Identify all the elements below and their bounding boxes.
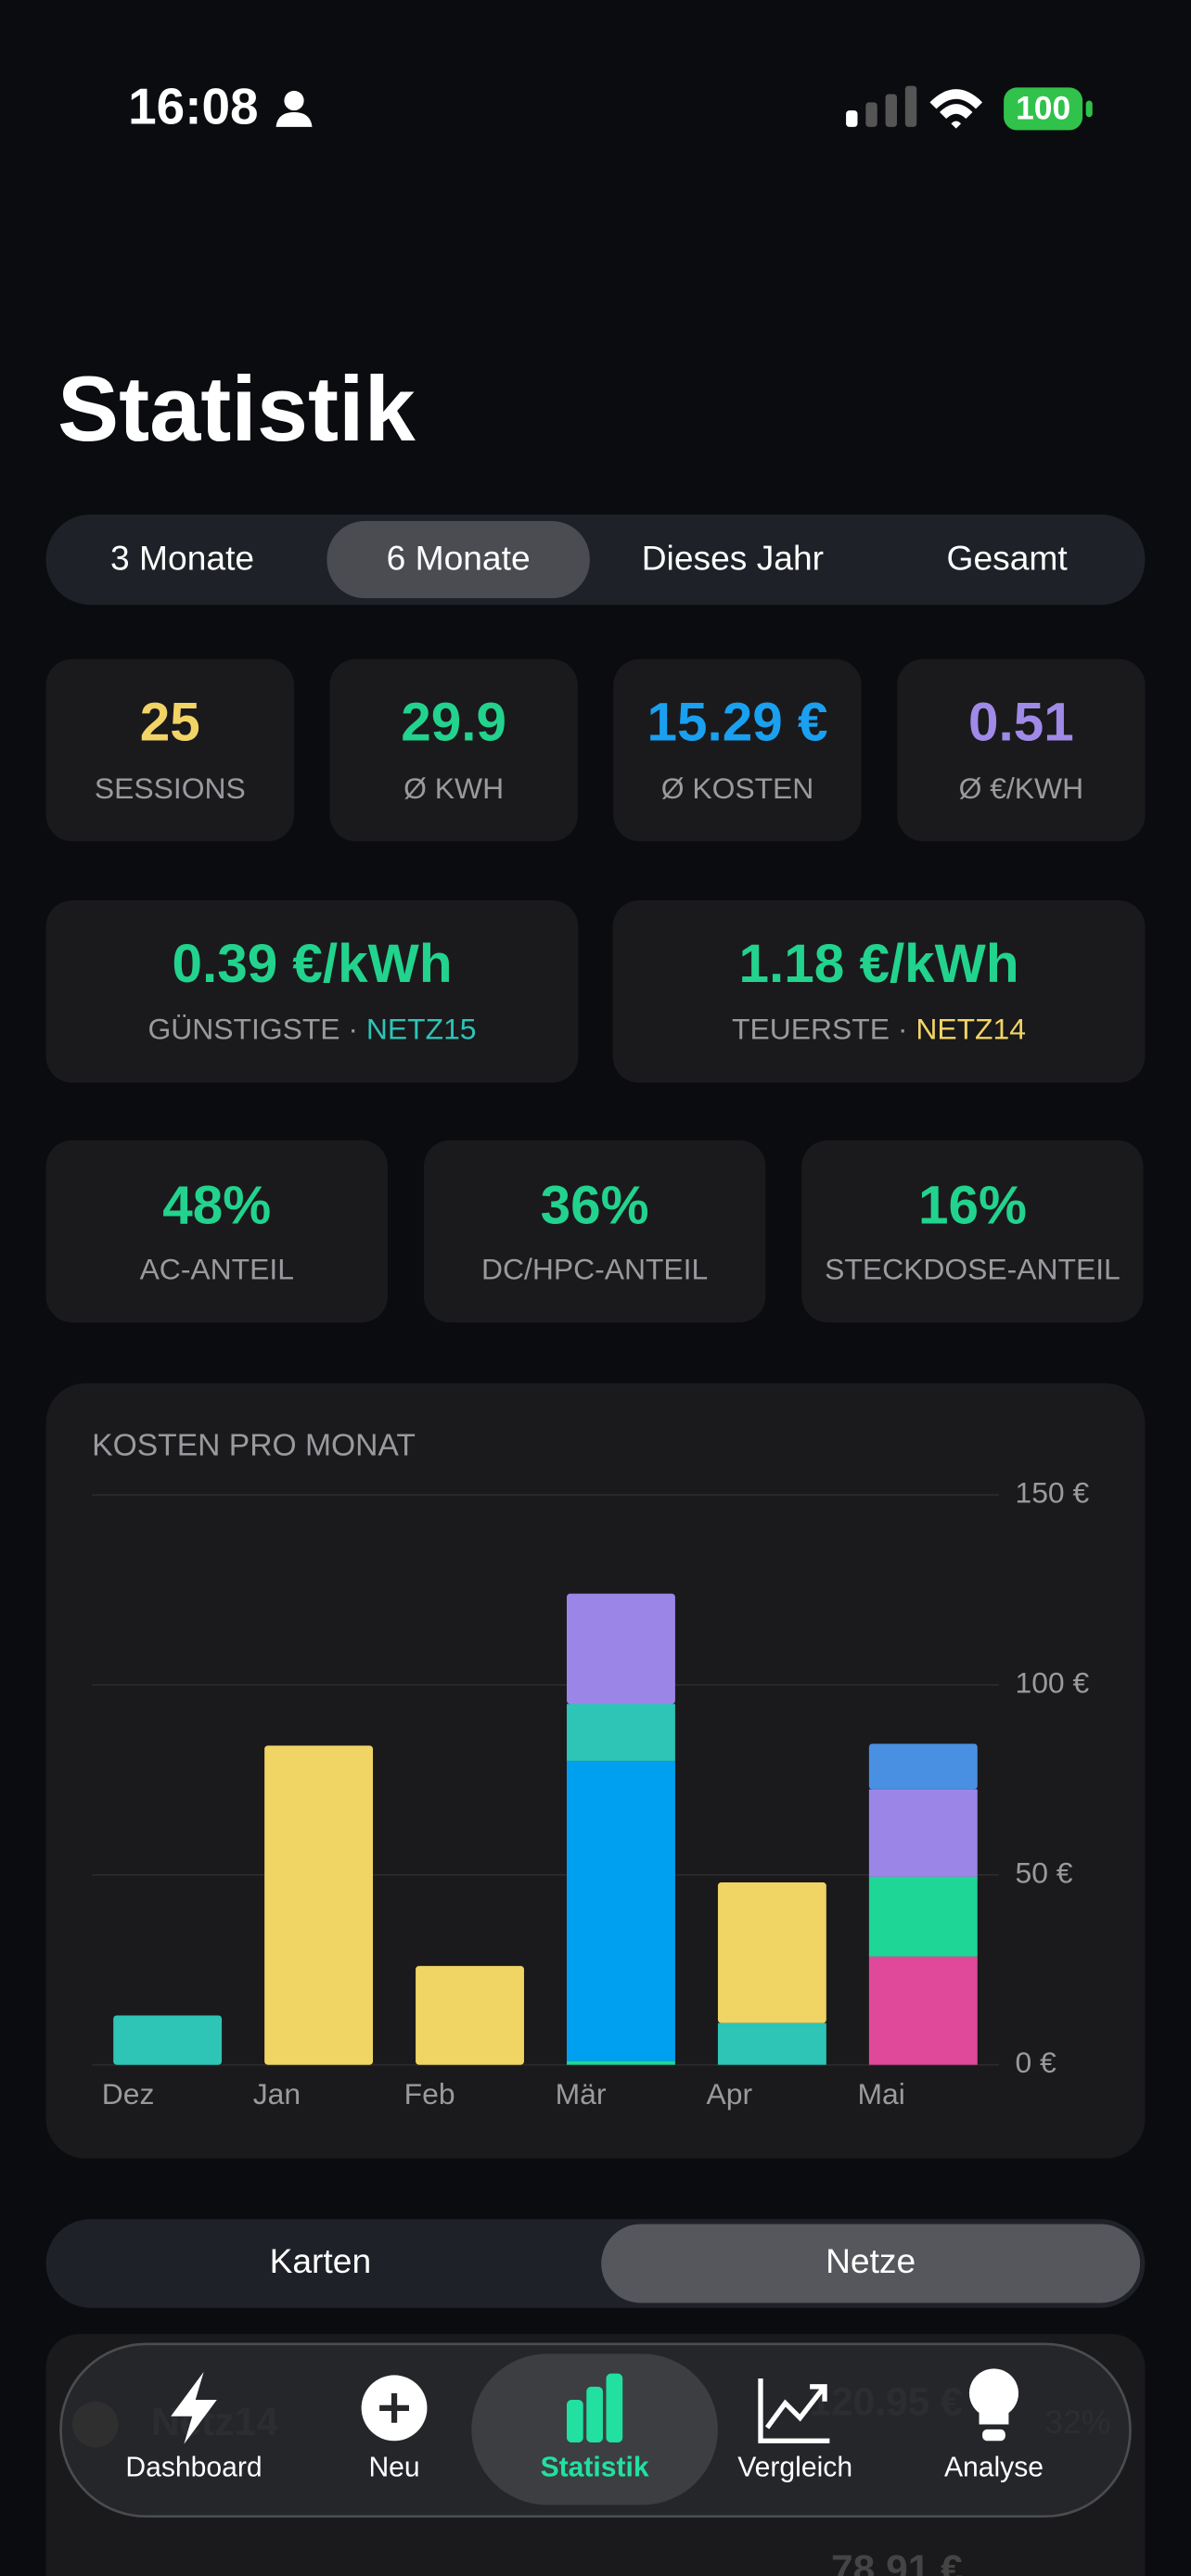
share-label: DC/HPC-ANTEIL	[481, 1253, 708, 1286]
price-label-text: TEUERSTE ·	[732, 1013, 907, 1046]
network-name: NETZ14	[916, 1013, 1026, 1046]
y-tick-label: 100 €	[1015, 1665, 1089, 1699]
price-value: 1.18 €/kWh	[738, 934, 1018, 994]
tab-label[interactable]: Karten	[270, 2241, 372, 2280]
card	[612, 900, 1146, 1083]
card	[613, 658, 862, 842]
stats-icon	[567, 2399, 583, 2443]
battery	[1004, 87, 1083, 131]
tab-label[interactable]: Analyse	[944, 2452, 1044, 2482]
bar-segment	[567, 1593, 675, 1704]
person-icon	[275, 111, 313, 127]
bar-segment	[567, 1703, 675, 1761]
bar-segment	[264, 1745, 374, 2065]
y-tick-label: 50 €	[1015, 1855, 1072, 1889]
dashboard-icon	[171, 2371, 217, 2444]
stat-value: 25	[140, 693, 200, 753]
tab-label[interactable]: Neu	[368, 2452, 419, 2482]
x-tick-label: Feb	[404, 2077, 455, 2111]
stat-value: 29.9	[401, 693, 506, 753]
bar-segment	[717, 2022, 826, 2065]
bar-segment	[868, 1876, 978, 1957]
bar-segment	[113, 2015, 223, 2065]
card	[801, 1140, 1144, 1323]
signal-bar	[865, 102, 877, 127]
share-value: 36%	[541, 1175, 649, 1235]
card	[45, 900, 579, 1083]
bulb-icon	[968, 2368, 1019, 2425]
share-value: 48%	[162, 1175, 271, 1235]
bar-segment	[416, 1966, 524, 2065]
bulb-base	[982, 2429, 1005, 2442]
signal-bar	[885, 94, 897, 127]
card	[45, 1140, 388, 1323]
signal-bar	[904, 85, 917, 127]
list-amount: 78.91 €	[831, 2548, 963, 2576]
share-label: AC-ANTEIL	[140, 1253, 294, 1286]
bar-segment	[717, 1882, 826, 2023]
x-tick-label: Dez	[102, 2077, 155, 2111]
stat-value: 0.51	[968, 693, 1074, 753]
segmented-control	[45, 514, 1146, 606]
bar-segment	[567, 1760, 675, 2061]
share-label: STECKDOSE-ANTEIL	[825, 1253, 1121, 1286]
stat-label: SESSIONS	[95, 772, 246, 805]
selected-tab	[327, 520, 590, 599]
tab-label[interactable]: 6 Monate	[387, 538, 531, 577]
tab-label[interactable]: Dieses Jahr	[642, 538, 824, 577]
price-value: 0.39 €/kWh	[172, 934, 452, 994]
x-tick-label: Apr	[707, 2077, 753, 2111]
wifi-icon	[929, 89, 983, 129]
tab-label[interactable]: Dashboard	[125, 2452, 262, 2482]
stat-label: Ø KWH	[403, 772, 504, 805]
stat-value: 15.29 €	[647, 693, 828, 753]
network-name: NETZ15	[366, 1013, 477, 1046]
content: 3 Monate 6 Monate Dieses Jahr Gesamt 25 SESSI…	[45, 514, 1146, 2576]
stats-icon	[606, 2373, 623, 2443]
tab-label[interactable]: Gesamt	[947, 538, 1069, 577]
stat-label: Ø €/KWH	[959, 772, 1084, 805]
stats-icon	[586, 2386, 603, 2443]
bar-segment	[868, 1789, 978, 1877]
battery-level: 100	[1016, 90, 1070, 127]
bar-segment	[868, 1743, 978, 1790]
bar-segment	[868, 1956, 978, 2065]
y-tick-label: 0 €	[1015, 2046, 1057, 2079]
bar-segment	[567, 2060, 675, 2065]
x-tick-label: Mai	[857, 2077, 904, 2111]
chart-title: KOSTEN PRO MONAT	[92, 1429, 416, 1463]
stat-label: Ø KOSTEN	[661, 772, 814, 805]
person-icon	[284, 90, 304, 111]
tab-label[interactable]: 3 Monate	[110, 538, 254, 577]
compare-icon	[758, 2378, 830, 2443]
x-tick-label: Mär	[556, 2077, 607, 2111]
card	[423, 1140, 766, 1323]
page-title: Statistik	[58, 358, 416, 461]
card	[45, 658, 295, 842]
price-label: GÜNSTIGSTE · NETZ15	[147, 1013, 476, 1046]
status-time: 16:08	[128, 78, 258, 135]
tab-label[interactable]: Netze	[826, 2241, 916, 2280]
share-value: 16%	[918, 1175, 1027, 1235]
card	[897, 658, 1146, 842]
x-tick-label: Jan	[253, 2077, 301, 2111]
price-label: TEUERSTE · NETZ14	[732, 1013, 1026, 1046]
battery-tip	[1085, 100, 1093, 118]
tab-label[interactable]: Statistik	[541, 2452, 649, 2482]
signal-bar	[846, 110, 858, 127]
y-tick-label: 150 €	[1015, 1476, 1089, 1510]
add-icon-plus	[379, 2392, 409, 2423]
card	[329, 658, 578, 842]
selected-tab	[601, 2224, 1141, 2303]
price-label-text: GÜNSTIGSTE ·	[147, 1013, 358, 1046]
tab-label[interactable]: Vergleich	[737, 2452, 852, 2482]
